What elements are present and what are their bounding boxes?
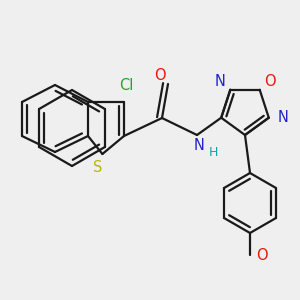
Text: O: O <box>264 74 275 89</box>
Text: N: N <box>277 110 288 125</box>
Text: N: N <box>215 74 226 89</box>
Text: N: N <box>194 137 204 152</box>
Text: S: S <box>93 160 102 175</box>
Text: O: O <box>154 68 166 83</box>
Text: Cl: Cl <box>119 79 133 94</box>
Text: H: H <box>208 146 218 160</box>
Text: O: O <box>256 248 268 262</box>
